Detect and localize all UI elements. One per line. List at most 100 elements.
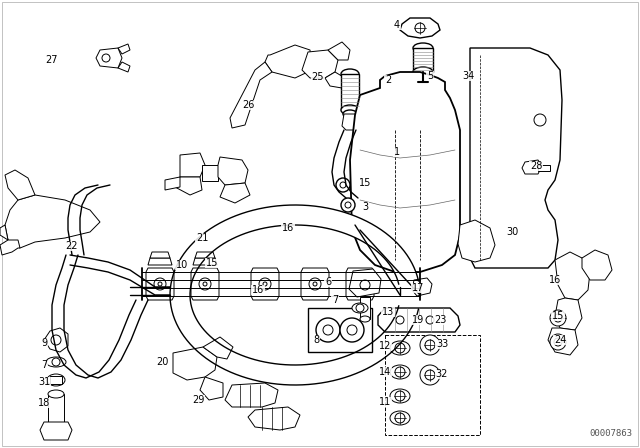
Polygon shape [251, 268, 279, 300]
Polygon shape [165, 177, 180, 190]
Circle shape [356, 304, 364, 312]
Text: 1: 1 [394, 147, 400, 157]
Polygon shape [218, 157, 248, 185]
Bar [413, 48, 433, 72]
Circle shape [158, 282, 162, 286]
Text: 16: 16 [282, 223, 294, 233]
Ellipse shape [390, 411, 410, 425]
Text: 31: 31 [38, 377, 50, 387]
Text: 6: 6 [325, 277, 331, 287]
Text: 11: 11 [379, 397, 391, 407]
Polygon shape [400, 18, 440, 38]
Ellipse shape [48, 390, 64, 398]
Polygon shape [191, 268, 219, 300]
Ellipse shape [47, 374, 65, 386]
Text: 24: 24 [554, 335, 566, 345]
Polygon shape [96, 48, 122, 68]
Polygon shape [555, 298, 582, 330]
Text: 21: 21 [196, 233, 208, 243]
Polygon shape [350, 72, 460, 272]
Circle shape [263, 282, 267, 286]
Polygon shape [468, 48, 562, 268]
Circle shape [203, 282, 207, 286]
Text: 22: 22 [66, 241, 78, 251]
Circle shape [420, 335, 440, 355]
Polygon shape [5, 195, 100, 248]
Circle shape [360, 280, 370, 290]
Text: 2: 2 [385, 75, 391, 85]
Polygon shape [118, 44, 130, 54]
Polygon shape [175, 177, 202, 195]
Bar [341, 74, 359, 110]
Circle shape [358, 282, 362, 286]
Polygon shape [248, 407, 300, 430]
Text: 3: 3 [362, 202, 368, 212]
Polygon shape [5, 170, 35, 200]
Ellipse shape [341, 105, 359, 115]
Polygon shape [0, 240, 20, 255]
Polygon shape [148, 258, 172, 265]
Polygon shape [230, 62, 272, 128]
Circle shape [309, 278, 321, 290]
Polygon shape [378, 308, 460, 332]
Polygon shape [146, 268, 174, 300]
Circle shape [102, 54, 110, 62]
Polygon shape [265, 45, 312, 78]
Circle shape [345, 202, 351, 208]
Text: 5: 5 [427, 71, 433, 81]
Text: 29: 29 [192, 395, 204, 405]
Circle shape [425, 340, 435, 350]
Circle shape [347, 325, 357, 335]
Text: 7: 7 [332, 295, 338, 305]
Text: 15: 15 [552, 311, 564, 321]
Polygon shape [301, 268, 329, 300]
Ellipse shape [360, 316, 370, 322]
Circle shape [420, 365, 440, 385]
Polygon shape [0, 225, 8, 240]
Polygon shape [118, 62, 130, 72]
Polygon shape [173, 347, 217, 380]
Circle shape [426, 316, 434, 324]
Circle shape [336, 178, 350, 192]
Bar [385, 335, 480, 435]
Circle shape [415, 23, 425, 33]
Bar [308, 308, 372, 352]
Text: 00007863: 00007863 [589, 429, 632, 438]
Circle shape [340, 318, 364, 342]
Circle shape [395, 413, 405, 423]
Text: 16: 16 [549, 275, 561, 285]
Ellipse shape [341, 69, 359, 79]
Text: 27: 27 [45, 55, 58, 65]
Circle shape [259, 278, 271, 290]
Bar [202, 165, 218, 181]
Text: 18: 18 [38, 398, 50, 408]
Text: 19: 19 [412, 315, 424, 325]
Text: 34: 34 [462, 71, 474, 81]
Polygon shape [180, 153, 205, 177]
Circle shape [395, 367, 405, 377]
Polygon shape [195, 252, 215, 258]
Text: 17: 17 [412, 283, 424, 293]
Circle shape [425, 370, 435, 380]
Ellipse shape [390, 389, 410, 403]
Ellipse shape [413, 43, 433, 53]
Text: 7: 7 [41, 360, 47, 370]
Circle shape [354, 278, 366, 290]
Polygon shape [225, 383, 278, 407]
Polygon shape [203, 337, 233, 359]
Text: 20: 20 [156, 357, 168, 367]
Polygon shape [346, 268, 374, 300]
Polygon shape [150, 252, 170, 258]
Bar [48, 394, 64, 422]
Polygon shape [458, 220, 495, 262]
Circle shape [550, 310, 566, 326]
Polygon shape [200, 377, 223, 400]
Polygon shape [582, 250, 612, 280]
Text: 32: 32 [436, 369, 448, 379]
Text: 28: 28 [530, 161, 542, 171]
Ellipse shape [413, 67, 433, 77]
Text: 16: 16 [252, 285, 264, 295]
Polygon shape [193, 258, 217, 265]
Circle shape [341, 198, 355, 212]
Polygon shape [342, 114, 358, 130]
